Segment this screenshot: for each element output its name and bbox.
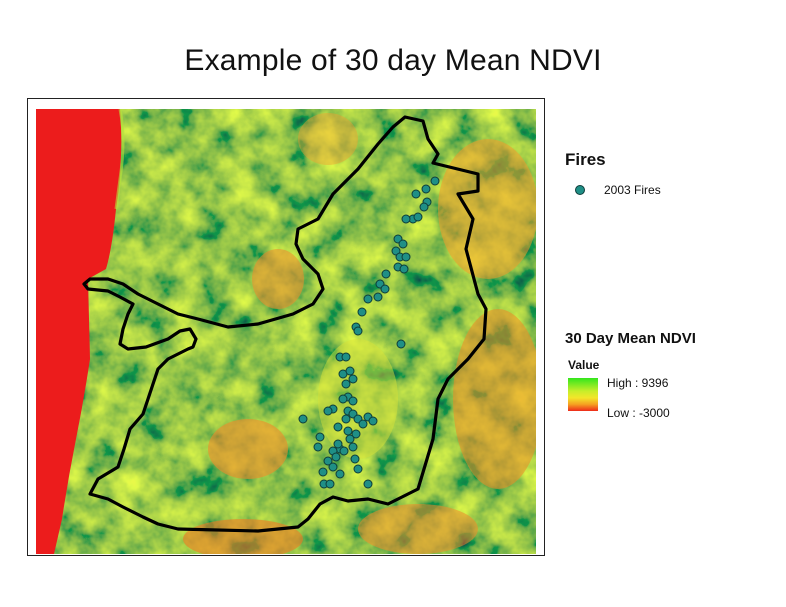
legend-value-label: Value <box>568 358 600 372</box>
fire-points-layer <box>298 176 440 489</box>
fire-point <box>380 284 390 294</box>
fire-point <box>339 446 349 456</box>
fire-point <box>348 442 358 452</box>
legend-high-label: High : 9396 <box>607 376 669 390</box>
fire-point <box>396 339 406 349</box>
fire-point <box>358 419 368 429</box>
fire-point <box>373 292 383 302</box>
fire-point <box>345 366 355 376</box>
fire-point <box>331 452 341 462</box>
fire-point <box>368 416 378 426</box>
fire-point <box>353 464 363 474</box>
ndvi-map[interactable] <box>28 99 544 555</box>
fire-point <box>298 414 308 424</box>
fire-point <box>338 394 348 404</box>
fire-point <box>318 467 328 477</box>
fire-point <box>315 432 325 442</box>
fire-point <box>351 429 361 439</box>
legend-fires-title: Fires <box>565 150 606 169</box>
fire-point <box>413 212 423 222</box>
fire-point <box>341 352 351 362</box>
study-area-boundary <box>82 115 488 533</box>
fire-point <box>430 176 440 186</box>
fire-point <box>398 239 408 249</box>
fire-point-symbol-icon <box>575 185 585 195</box>
fire-point <box>399 264 409 274</box>
fire-point <box>323 406 333 416</box>
fire-point <box>411 189 421 199</box>
fire-point <box>350 454 360 464</box>
fire-point <box>363 479 373 489</box>
ndvi-color-ramp <box>568 378 598 411</box>
fire-point <box>419 202 429 212</box>
legend-ndvi-title: 30 Day Mean NDVI <box>565 330 696 347</box>
map-title: Example of 30 day Mean NDVI <box>184 44 602 77</box>
fire-point <box>341 414 351 424</box>
fire-point <box>341 379 351 389</box>
fire-point <box>313 442 323 452</box>
fire-point <box>343 426 353 436</box>
fire-point <box>348 374 358 384</box>
fire-point <box>333 422 343 432</box>
legend-fires-item-label: 2003 Fires <box>604 183 661 197</box>
fire-point <box>357 307 367 317</box>
fire-point <box>401 252 411 262</box>
fire-point <box>421 184 431 194</box>
fire-point <box>381 269 391 279</box>
fire-point <box>333 439 343 449</box>
fire-point <box>401 214 411 224</box>
fire-point <box>328 462 338 472</box>
ndvi-raster <box>36 109 536 554</box>
legend-low-label: Low : -3000 <box>607 406 670 420</box>
fire-point <box>325 479 335 489</box>
legend-fires-item: 2003 Fires <box>575 183 661 197</box>
fire-point <box>335 469 345 479</box>
fire-point <box>348 396 358 406</box>
fire-point <box>353 326 363 336</box>
fire-point <box>323 456 333 466</box>
fire-point <box>345 434 355 444</box>
map-frame[interactable] <box>27 98 545 556</box>
fire-point <box>363 294 373 304</box>
